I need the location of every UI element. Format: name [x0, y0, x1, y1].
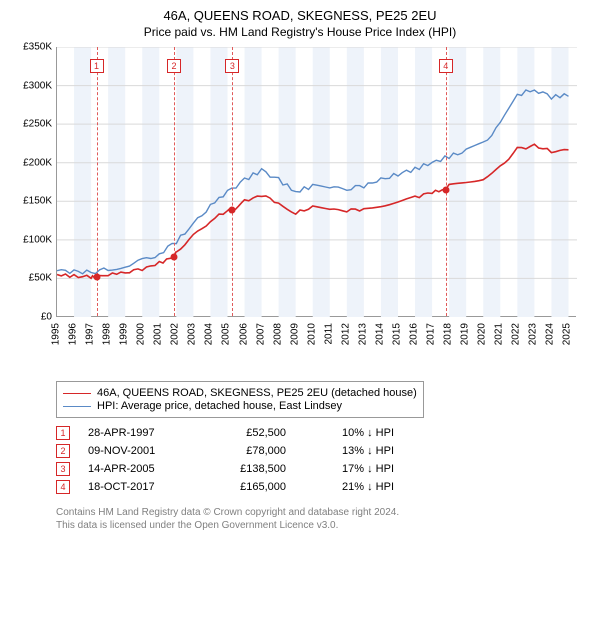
- row-delta: 21% ↓ HPI: [304, 481, 394, 493]
- y-tick-label: £300K: [23, 80, 52, 91]
- y-tick-label: £200K: [23, 157, 52, 168]
- x-tick-label: 2007: [255, 323, 266, 345]
- plot-region: 1 2 3 4: [56, 47, 576, 317]
- row-marker: 2: [56, 444, 70, 458]
- row-date: 09-NOV-2001: [88, 445, 198, 457]
- event-point: [442, 186, 449, 193]
- x-tick-label: 1995: [51, 323, 62, 345]
- x-tick-label: 2003: [187, 323, 198, 345]
- x-tick-label: 2011: [323, 323, 334, 345]
- y-tick-label: £50K: [29, 273, 52, 284]
- legend-label-hpi: HPI: Average price, detached house, East…: [97, 400, 342, 412]
- x-tick-label: 2004: [204, 323, 215, 345]
- x-tick-label: 2014: [374, 323, 385, 345]
- x-tick-label: 2021: [494, 323, 505, 345]
- legend-swatch-hpi: [63, 406, 91, 407]
- x-tick-label: 2002: [170, 323, 181, 345]
- row-delta: 10% ↓ HPI: [304, 427, 394, 439]
- event-point: [93, 273, 100, 280]
- event-marker: 1: [90, 59, 104, 73]
- event-marker: 4: [439, 59, 453, 73]
- legend-item-property: 46A, QUEENS ROAD, SKEGNESS, PE25 2EU (de…: [63, 387, 417, 399]
- event-marker: 3: [225, 59, 239, 73]
- row-delta: 17% ↓ HPI: [304, 463, 394, 475]
- legend-label-property: 46A, QUEENS ROAD, SKEGNESS, PE25 2EU (de…: [97, 387, 417, 399]
- row-delta: 13% ↓ HPI: [304, 445, 394, 457]
- chart-container: 46A, QUEENS ROAD, SKEGNESS, PE25 2EU Pri…: [0, 0, 600, 540]
- row-marker: 1: [56, 426, 70, 440]
- x-tick-label: 1996: [68, 323, 79, 345]
- event-point: [170, 253, 177, 260]
- x-tick-label: 2016: [409, 323, 420, 345]
- plot-svg: [57, 47, 577, 317]
- x-tick-label: 2012: [340, 323, 351, 345]
- x-tick-label: 2008: [272, 323, 283, 345]
- legend-swatch-property: [63, 393, 91, 394]
- legend: 46A, QUEENS ROAD, SKEGNESS, PE25 2EU (de…: [56, 381, 424, 418]
- x-tick-label: 2013: [357, 323, 368, 345]
- x-tick-label: 2000: [136, 323, 147, 345]
- event-point: [229, 207, 236, 214]
- table-row: 3 14-APR-2005 £138,500 17% ↓ HPI: [56, 462, 590, 476]
- x-tick-label: 2006: [238, 323, 249, 345]
- row-price: £52,500: [216, 427, 286, 439]
- row-price: £78,000: [216, 445, 286, 457]
- y-tick-label: £0: [41, 312, 52, 323]
- attribution-footer: Contains HM Land Registry data © Crown c…: [56, 506, 590, 532]
- x-tick-label: 2025: [562, 323, 573, 345]
- chart-area: £0£50K£100K£150K£200K£250K£300K£350K 123…: [10, 47, 590, 347]
- chart-subtitle: Price paid vs. HM Land Registry's House …: [10, 25, 590, 39]
- table-row: 4 18-OCT-2017 £165,000 21% ↓ HPI: [56, 480, 590, 494]
- table-row: 1 28-APR-1997 £52,500 10% ↓ HPI: [56, 426, 590, 440]
- x-tick-label: 2023: [528, 323, 539, 345]
- y-tick-label: £350K: [23, 42, 52, 53]
- y-tick-label: £100K: [23, 234, 52, 245]
- y-tick-label: £150K: [23, 196, 52, 207]
- x-tick-label: 2024: [545, 323, 556, 345]
- footer-line-1: Contains HM Land Registry data © Crown c…: [56, 506, 590, 519]
- x-tick-label: 1997: [85, 323, 96, 345]
- chart-title: 46A, QUEENS ROAD, SKEGNESS, PE25 2EU: [10, 8, 590, 23]
- x-tick-label: 2017: [426, 323, 437, 345]
- row-marker: 3: [56, 462, 70, 476]
- row-date: 18-OCT-2017: [88, 481, 198, 493]
- x-tick-label: 2018: [443, 323, 454, 345]
- event-dashline: [232, 47, 233, 316]
- event-dashline: [174, 47, 175, 316]
- row-date: 14-APR-2005: [88, 463, 198, 475]
- row-date: 28-APR-1997: [88, 427, 198, 439]
- x-axis-labels: 1995199619971998199920002001200220032004…: [56, 319, 576, 347]
- x-tick-label: 2020: [477, 323, 488, 345]
- x-tick-label: 2010: [306, 323, 317, 345]
- y-axis-labels: £0£50K£100K£150K£200K£250K£300K£350K: [10, 47, 54, 317]
- x-tick-label: 2009: [289, 323, 300, 345]
- event-marker: 2: [167, 59, 181, 73]
- x-tick-label: 2015: [391, 323, 402, 345]
- x-tick-label: 2019: [460, 323, 471, 345]
- x-tick-label: 2005: [221, 323, 232, 345]
- y-tick-label: £250K: [23, 119, 52, 130]
- x-tick-label: 1998: [102, 323, 113, 345]
- event-dashline: [446, 47, 447, 316]
- x-tick-label: 2001: [153, 323, 164, 345]
- transactions-table: 1 28-APR-1997 £52,500 10% ↓ HPI 2 09-NOV-2001…: [56, 426, 590, 494]
- x-tick-label: 2022: [511, 323, 522, 345]
- x-tick-label: 1999: [119, 323, 130, 345]
- legend-item-hpi: HPI: Average price, detached house, East…: [63, 400, 417, 412]
- footer-line-2: This data is licensed under the Open Gov…: [56, 519, 590, 532]
- row-marker: 4: [56, 480, 70, 494]
- table-row: 2 09-NOV-2001 £78,000 13% ↓ HPI: [56, 444, 590, 458]
- row-price: £165,000: [216, 481, 286, 493]
- row-price: £138,500: [216, 463, 286, 475]
